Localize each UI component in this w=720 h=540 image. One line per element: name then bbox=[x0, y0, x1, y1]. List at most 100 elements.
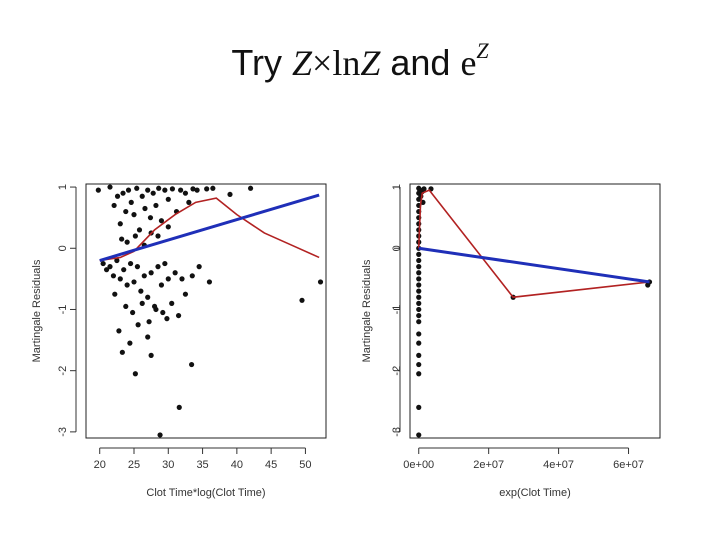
plot1-data-point bbox=[158, 282, 165, 288]
plot1-data-point bbox=[120, 190, 126, 196]
plot1-data-point bbox=[111, 202, 117, 209]
plot2-data-point bbox=[416, 331, 422, 337]
title-and: and bbox=[380, 42, 461, 83]
plot1-data-point bbox=[227, 191, 233, 198]
plot1-data-point bbox=[145, 294, 151, 300]
plot2-data-point bbox=[416, 282, 422, 288]
plot2-data-point bbox=[416, 257, 422, 264]
plot2-data-point bbox=[416, 294, 422, 300]
plot1-data-point bbox=[125, 187, 132, 193]
title-sup: Z bbox=[476, 38, 489, 63]
plot1-data-point bbox=[158, 218, 165, 224]
title-times: × bbox=[312, 43, 333, 83]
plot1-data-point bbox=[136, 227, 143, 233]
plot2-y-tick-label: -3 bbox=[391, 427, 403, 437]
plot1-data-point bbox=[186, 199, 192, 205]
plot1-x-tick-label: 40 bbox=[231, 459, 243, 471]
plot1-data-point bbox=[299, 297, 305, 303]
plot1-data-point bbox=[194, 187, 200, 193]
plot1-data-point bbox=[107, 264, 113, 270]
plot1-data-point bbox=[139, 300, 145, 306]
plot2-data-point bbox=[416, 306, 422, 313]
plot1-data-point bbox=[142, 205, 148, 212]
plot1-x-tick-label: 25 bbox=[128, 459, 140, 471]
title-prefix: Try bbox=[231, 42, 292, 83]
plot1-y-tick-label: 0 bbox=[57, 245, 69, 251]
plot1-x-tick-label: 35 bbox=[196, 459, 208, 471]
plot1-fit-line bbox=[99, 193, 320, 262]
plot1-data-point bbox=[145, 334, 151, 340]
plot2-data-point bbox=[416, 270, 422, 276]
plot1-data-point bbox=[124, 282, 130, 288]
plot1-data-point bbox=[114, 257, 120, 264]
plot1-data-point bbox=[127, 340, 133, 346]
plot1-data-point bbox=[123, 208, 129, 215]
plot1-data-point bbox=[182, 190, 189, 196]
plot2-data-point bbox=[416, 404, 422, 410]
plot1-data-point bbox=[153, 306, 159, 313]
plot2-x-tick-label: 2e+07 bbox=[473, 459, 504, 471]
plot2-data-point bbox=[416, 432, 422, 438]
plot1-data-point bbox=[157, 432, 163, 438]
plot1-data-point bbox=[128, 199, 134, 205]
plot1-data-point bbox=[160, 309, 166, 316]
plot1-data-point bbox=[127, 260, 134, 267]
plot1-x-tick-label: 20 bbox=[94, 459, 106, 471]
plot1-data-point bbox=[114, 193, 121, 199]
plot2-fit-line bbox=[418, 246, 650, 284]
plot1-data-point bbox=[112, 291, 118, 297]
plot1-data-point bbox=[210, 185, 216, 191]
plot1-data-point bbox=[165, 276, 171, 282]
plot1-x-tick-label: 50 bbox=[299, 459, 311, 471]
plot1-data-point bbox=[124, 239, 130, 245]
plot2-data-point bbox=[416, 288, 422, 294]
plot1-data-point bbox=[138, 288, 144, 294]
plot1-y-tick-label: -2 bbox=[57, 366, 69, 376]
plot2-x-axis-label: exp(Clot Time) bbox=[499, 487, 571, 499]
plot1-data-point bbox=[123, 303, 129, 310]
plot2-y-tick-label: -2 bbox=[391, 366, 403, 376]
plot1-data-point bbox=[132, 371, 138, 377]
plot1-data-point bbox=[146, 319, 152, 325]
plot2-data-point bbox=[416, 300, 422, 306]
plot1-data-point bbox=[169, 300, 175, 306]
plot1-frame bbox=[85, 183, 327, 439]
plot1-data-point bbox=[139, 193, 145, 199]
plot1-data-point bbox=[119, 349, 125, 355]
plot2-data-point bbox=[416, 276, 422, 282]
plot1-smooth-line bbox=[99, 197, 320, 262]
plot1-data-point bbox=[169, 186, 175, 192]
plot1-data-point bbox=[172, 270, 178, 276]
plot1-data-point bbox=[131, 279, 137, 285]
plot1-data-point bbox=[175, 312, 182, 319]
plot1-x-tick-label: 45 bbox=[265, 459, 277, 471]
plot1-data-point bbox=[121, 267, 127, 273]
plot1-data-point bbox=[178, 187, 184, 193]
plot2-x-tick-label: 4e+07 bbox=[543, 459, 574, 471]
plot1-data-point bbox=[165, 224, 171, 230]
plot2-data-point bbox=[416, 361, 422, 368]
plot1-data-point bbox=[176, 404, 182, 410]
plot1-data-point bbox=[247, 185, 254, 191]
plot1-data-point bbox=[107, 184, 113, 190]
plot1-data-point bbox=[141, 273, 147, 279]
plot2-data-point bbox=[416, 340, 422, 346]
plot1-data-point bbox=[119, 236, 125, 242]
title-ln: ln bbox=[332, 43, 361, 83]
plot1-data-point bbox=[190, 186, 196, 192]
title-z1: Z bbox=[291, 43, 312, 83]
plot2-x-tick-label: 6e+07 bbox=[613, 459, 644, 471]
plot1-y-axis-label: Martingale Residuals bbox=[31, 259, 43, 362]
plot1-data-point bbox=[117, 221, 123, 227]
plot2-data-point bbox=[416, 251, 422, 257]
plot1-data-point bbox=[155, 264, 161, 270]
plot1-data-point bbox=[206, 279, 213, 285]
plot2-data-point bbox=[416, 352, 422, 358]
plot1-data-point bbox=[131, 212, 137, 218]
plot2-y-tick-label: 0 bbox=[391, 245, 403, 251]
plot1-data-point bbox=[116, 328, 122, 334]
plot1-data-point bbox=[189, 273, 195, 279]
plot1-data-point bbox=[164, 316, 170, 322]
